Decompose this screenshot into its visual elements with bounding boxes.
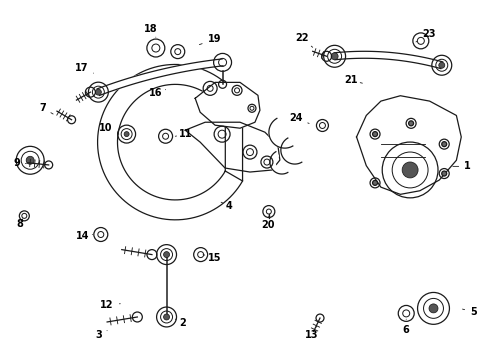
Circle shape: [124, 132, 129, 136]
Text: 16: 16: [149, 88, 165, 98]
Text: 7: 7: [39, 103, 53, 114]
Circle shape: [438, 62, 444, 68]
Polygon shape: [280, 138, 301, 164]
Circle shape: [26, 156, 34, 164]
Circle shape: [441, 141, 446, 147]
Circle shape: [372, 132, 377, 136]
Text: 22: 22: [295, 33, 312, 47]
Text: 3: 3: [95, 330, 107, 340]
Circle shape: [330, 53, 337, 60]
Text: 8: 8: [16, 219, 23, 229]
Polygon shape: [97, 59, 223, 95]
Text: 20: 20: [261, 216, 274, 230]
Text: 14: 14: [76, 231, 92, 240]
Text: 24: 24: [288, 113, 308, 123]
Text: 11: 11: [175, 129, 192, 139]
Polygon shape: [356, 96, 460, 194]
Text: 6: 6: [402, 319, 409, 335]
Polygon shape: [195, 82, 260, 128]
Circle shape: [408, 121, 413, 126]
Polygon shape: [268, 118, 292, 148]
Text: 15: 15: [203, 253, 221, 263]
Text: 4: 4: [221, 201, 232, 211]
Text: 19: 19: [199, 35, 221, 45]
Circle shape: [95, 89, 101, 95]
Circle shape: [163, 314, 169, 320]
Text: 10: 10: [99, 123, 119, 134]
Text: 23: 23: [415, 29, 434, 42]
Text: 1: 1: [452, 161, 470, 171]
Text: 17: 17: [74, 63, 93, 73]
Polygon shape: [98, 64, 242, 220]
Circle shape: [428, 304, 437, 313]
Text: 13: 13: [305, 326, 318, 340]
Circle shape: [401, 162, 417, 178]
Circle shape: [372, 180, 377, 185]
Polygon shape: [269, 152, 287, 174]
Text: 9: 9: [13, 158, 26, 168]
Circle shape: [163, 252, 169, 257]
Text: 5: 5: [462, 307, 476, 317]
Text: 21: 21: [343, 75, 362, 85]
Text: 2: 2: [175, 318, 185, 328]
Circle shape: [441, 171, 446, 176]
Text: 12: 12: [100, 300, 120, 310]
Polygon shape: [185, 122, 279, 172]
Text: 18: 18: [144, 24, 158, 37]
Polygon shape: [334, 51, 442, 69]
